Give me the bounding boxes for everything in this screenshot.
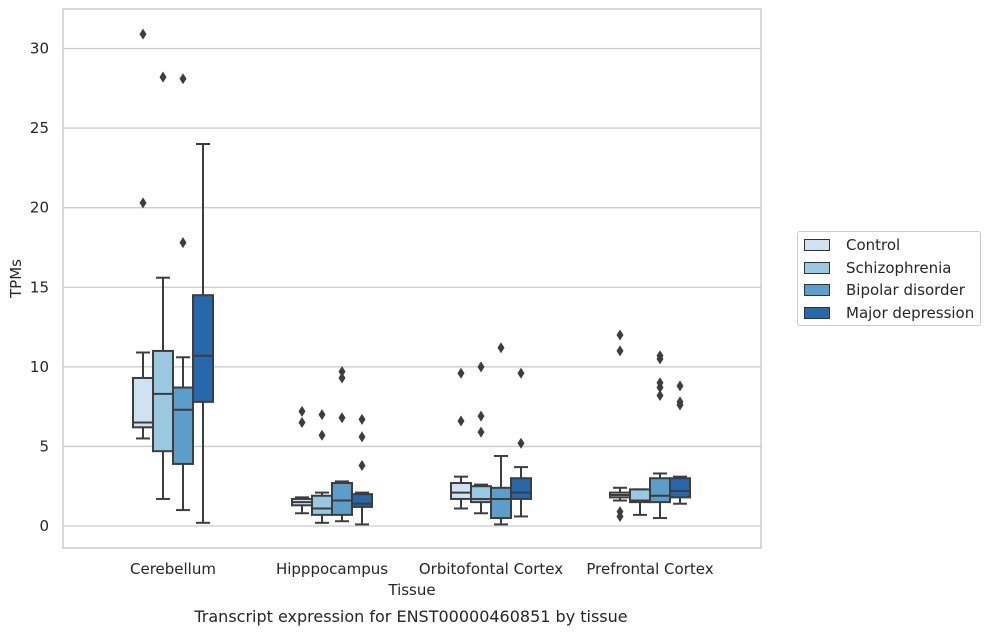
box-major-depression xyxy=(351,413,373,526)
box-body xyxy=(192,294,214,403)
y-tick-label: 30 xyxy=(30,40,49,58)
outlier-point xyxy=(179,73,187,85)
outlier-point xyxy=(298,405,306,417)
outlier-point xyxy=(338,412,346,424)
outlier-point xyxy=(616,345,624,357)
y-tick-label: 15 xyxy=(30,278,49,296)
legend-swatch xyxy=(804,261,830,274)
y-tick-label: 0 xyxy=(39,517,49,535)
box-plots xyxy=(132,28,691,526)
x-tick-label: Orbitofontal Cortex xyxy=(419,560,563,578)
box-control xyxy=(450,367,472,510)
outlier-point xyxy=(318,409,326,421)
gridlines xyxy=(63,47,761,527)
outlier-point xyxy=(139,197,147,209)
outlier-point xyxy=(656,377,664,389)
box-control xyxy=(291,405,313,515)
outlier-point xyxy=(298,417,306,429)
box-body xyxy=(172,386,194,465)
box-bipolar-disorder xyxy=(172,73,194,512)
legend: Control Schizophrenia Bipolar disorder Majo… xyxy=(797,231,981,326)
legend-label: Schizophrenia xyxy=(846,258,952,277)
legend-label: Control xyxy=(846,236,901,254)
outlier-point xyxy=(656,389,664,401)
box-schizophrenia xyxy=(152,71,174,500)
y-axis-label: TPMs xyxy=(7,259,25,299)
outlier-point xyxy=(338,366,346,378)
outlier-point xyxy=(179,237,187,249)
outlier-point xyxy=(477,361,485,373)
outlier-point xyxy=(517,437,525,449)
box-body xyxy=(152,349,174,453)
box-schizophrenia xyxy=(311,409,333,524)
box-schizophrenia xyxy=(470,361,492,515)
box-body xyxy=(351,493,373,508)
box-schizophrenia xyxy=(629,488,651,516)
box-control xyxy=(132,28,154,440)
outlier-point xyxy=(616,506,624,518)
x-tick-label: Prefrontal Cortex xyxy=(586,560,713,578)
outlier-point xyxy=(656,350,664,362)
legend-label: Bipolar disorder xyxy=(846,281,965,299)
legend-item: Bipolar disorder xyxy=(804,280,965,300)
legend-item: Schizophrenia xyxy=(804,258,951,278)
y-tick-label: 20 xyxy=(30,199,49,217)
legend-swatch xyxy=(804,284,830,296)
x-tick-label: Cerebellum xyxy=(130,560,216,578)
box-body xyxy=(311,494,333,516)
outlier-point xyxy=(338,372,346,384)
box-control xyxy=(609,329,631,522)
legend-swatch xyxy=(804,306,830,319)
outlier-point xyxy=(676,380,684,392)
x-axis-label: Tissue xyxy=(387,581,435,599)
outlier-point xyxy=(139,28,147,40)
box-bipolar-disorder xyxy=(331,366,353,523)
outlier-point xyxy=(358,460,366,472)
box-body xyxy=(490,486,512,520)
chart-caption: Transcript expression for ENST0000046085… xyxy=(193,607,627,626)
legend-item: Control xyxy=(804,235,900,255)
outlier-point xyxy=(477,410,485,422)
y-tick-label: 10 xyxy=(30,358,49,376)
legend-label: Major depression xyxy=(846,303,975,322)
plot-area-frame xyxy=(62,8,762,549)
outlier-point xyxy=(517,367,525,379)
box-major-depression xyxy=(510,367,532,518)
box-body xyxy=(132,376,154,429)
outlier-point xyxy=(676,396,684,408)
y-tick-label: 5 xyxy=(39,437,49,455)
box-body xyxy=(510,477,532,500)
y-tick-labels: 0 5 10 15 20 25 30 xyxy=(30,40,49,536)
x-tick-labels: Cerebellum Hipppocampus Orbitofontal Corte… xyxy=(130,560,714,578)
box-body xyxy=(450,482,472,500)
y-tick-label: 25 xyxy=(30,119,49,137)
outlier-point xyxy=(358,413,366,425)
outlier-point xyxy=(457,367,465,379)
outlier-point xyxy=(318,429,326,441)
outlier-point xyxy=(358,431,366,443)
box-body xyxy=(669,477,691,499)
box-body xyxy=(649,477,671,504)
outlier-point xyxy=(477,426,485,438)
outlier-point xyxy=(616,329,624,341)
x-tick-label: Hipppocampus xyxy=(276,560,388,578)
outlier-point xyxy=(497,342,505,354)
box-major-depression xyxy=(192,143,214,524)
legend-swatch xyxy=(804,239,830,251)
outlier-point xyxy=(159,71,167,83)
legend-item: Major depression xyxy=(804,303,974,323)
box-major-depression xyxy=(669,380,691,505)
box-bipolar-disorder xyxy=(649,350,671,520)
outlier-point xyxy=(457,415,465,427)
box-body xyxy=(331,482,353,516)
box-bipolar-disorder xyxy=(490,342,512,526)
